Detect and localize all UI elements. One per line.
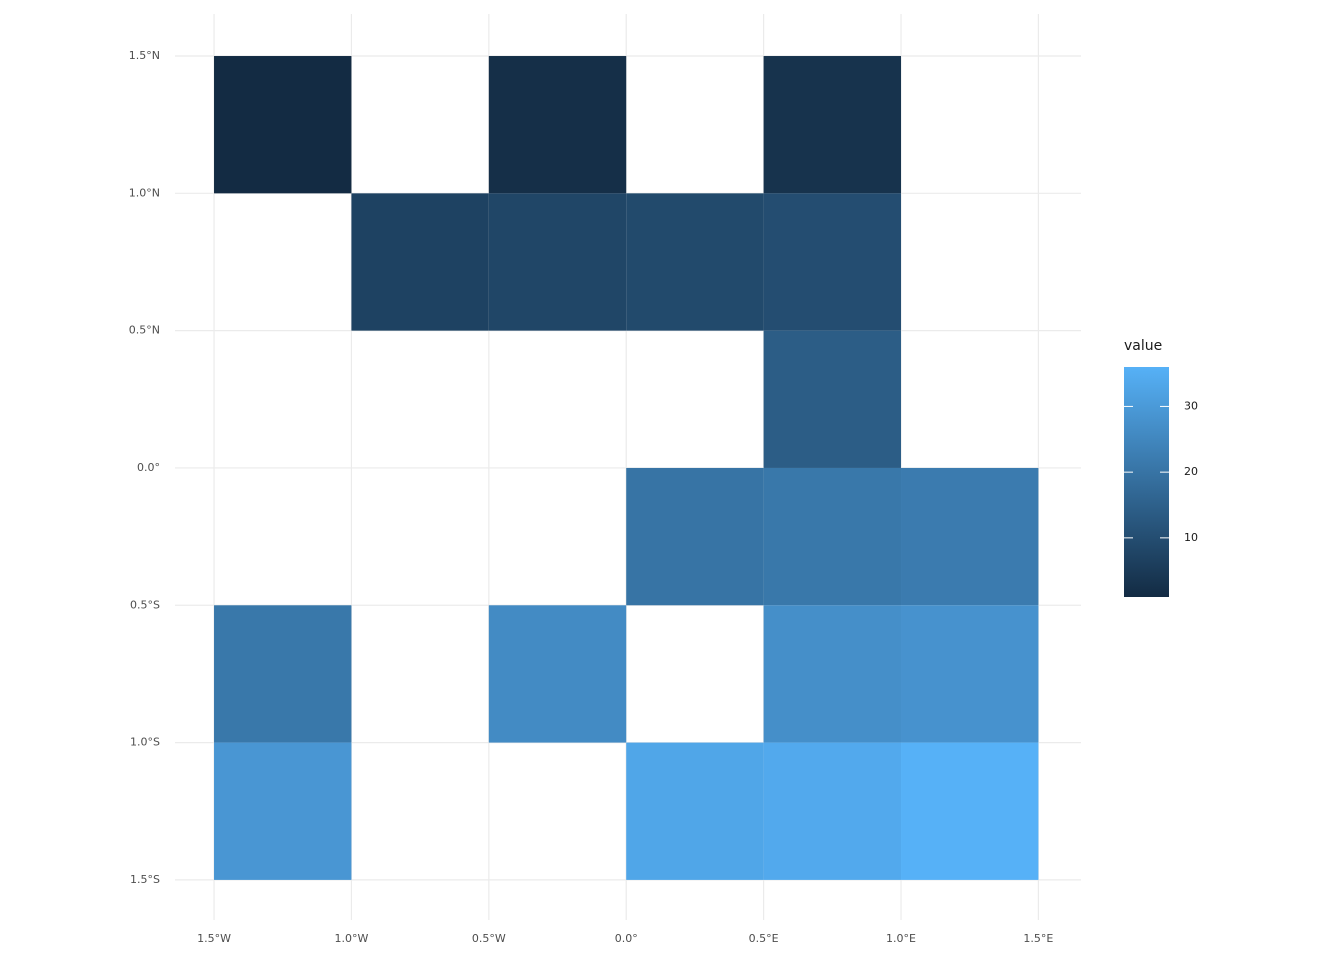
x-tick-label: 1.5°W bbox=[197, 932, 231, 945]
cell bbox=[214, 605, 352, 743]
y-tick-label: 1.5°S bbox=[130, 873, 160, 886]
cell bbox=[488, 605, 627, 743]
y-tick-label: 1.0°N bbox=[129, 186, 160, 199]
y-tick-label: 0.5°N bbox=[129, 324, 160, 337]
x-tick-label: 0.5°W bbox=[472, 932, 506, 945]
cell bbox=[763, 742, 902, 880]
y-tick-label: 0.0° bbox=[137, 461, 160, 474]
y-tick-label: 0.5°S bbox=[130, 598, 160, 611]
cells bbox=[214, 56, 1039, 880]
x-tick-label: 0.5°E bbox=[749, 932, 779, 945]
colorbar-label: 10 bbox=[1184, 531, 1198, 544]
axes: 1.5°W 1.0°W 0.5°W 0.0° 0.5°E 1.0°E 1.5°E 1.5°S 1… bbox=[129, 49, 1054, 945]
cell bbox=[901, 742, 1039, 880]
cell bbox=[488, 56, 627, 194]
cell bbox=[763, 467, 902, 606]
y-tick-label: 1.5°N bbox=[129, 49, 160, 62]
x-tick-label: 1.5°E bbox=[1023, 932, 1053, 945]
cell bbox=[763, 56, 902, 194]
cell bbox=[626, 193, 764, 331]
legend: value 10 20 30 bbox=[1124, 338, 1198, 597]
cell bbox=[901, 605, 1039, 743]
legend-title: value bbox=[1124, 338, 1162, 354]
cell bbox=[901, 467, 1039, 606]
cell bbox=[488, 193, 627, 331]
x-tick-label: 1.0°E bbox=[886, 932, 916, 945]
cell bbox=[214, 56, 352, 194]
colorbar bbox=[1124, 367, 1169, 597]
cell bbox=[214, 742, 352, 880]
colorbar-label: 20 bbox=[1184, 465, 1198, 478]
x-tick-label: 1.0°W bbox=[334, 932, 368, 945]
cell bbox=[351, 193, 489, 331]
cell bbox=[763, 605, 902, 743]
cell bbox=[626, 742, 764, 880]
colorbar-label: 30 bbox=[1184, 399, 1198, 412]
cell bbox=[763, 193, 902, 331]
cell bbox=[626, 467, 764, 606]
x-tick-label: 0.0° bbox=[615, 932, 638, 945]
cell bbox=[763, 330, 902, 468]
y-tick-label: 1.0°S bbox=[130, 736, 160, 749]
